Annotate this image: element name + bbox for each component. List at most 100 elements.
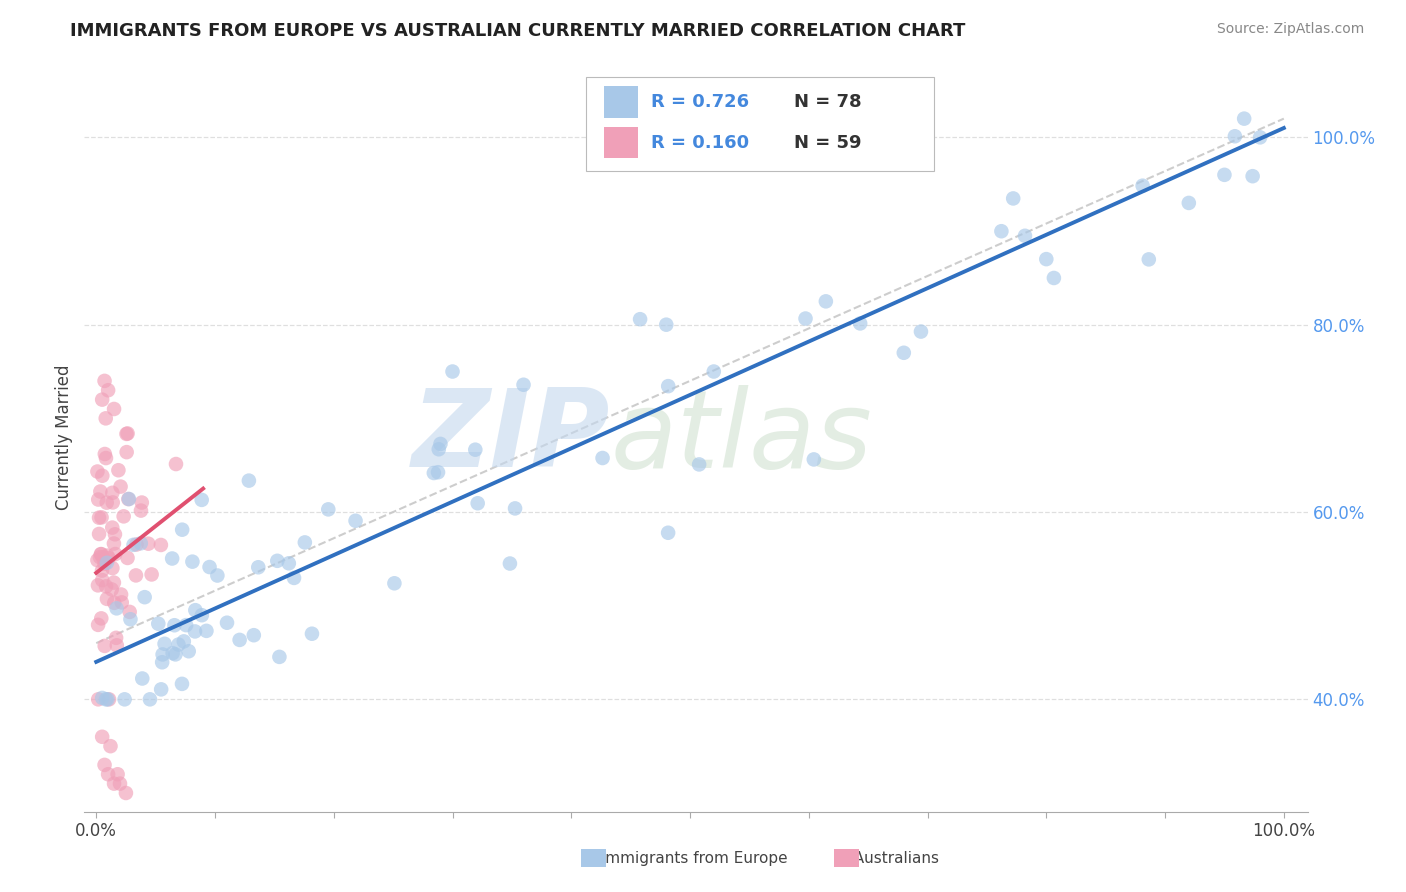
Point — [100, 582, 122, 597]
Point — [160, 551, 183, 566]
Point — [247, 560, 270, 574]
Point — [657, 379, 679, 393]
Point — [103, 536, 125, 550]
Point — [148, 616, 170, 631]
Point — [814, 294, 837, 309]
Text: IMMIGRANTS FROM EUROPE VS AUSTRALIAN CURRENTLY MARRIED CORRELATION CHART: IMMIGRANTS FROM EUROPE VS AUSTRALIAN CUR… — [70, 22, 966, 40]
Point — [91, 468, 114, 483]
Point — [153, 637, 176, 651]
Y-axis label: Currently Married: Currently Married — [55, 364, 73, 510]
Point — [94, 451, 117, 466]
Point — [91, 392, 114, 407]
Point — [165, 648, 187, 662]
Point — [87, 578, 110, 592]
Point — [1137, 252, 1160, 267]
Point — [990, 224, 1012, 238]
Point — [91, 573, 114, 587]
Point — [170, 677, 193, 691]
Point — [96, 556, 118, 570]
Point — [105, 631, 128, 645]
Point — [592, 450, 614, 465]
Point — [794, 311, 817, 326]
Point — [141, 567, 163, 582]
Point — [163, 618, 186, 632]
Point — [344, 514, 367, 528]
Point — [499, 557, 522, 571]
Point — [101, 495, 124, 509]
Point — [893, 345, 915, 359]
Point — [96, 549, 118, 563]
Point — [198, 560, 221, 574]
Point — [1132, 178, 1154, 193]
Point — [238, 474, 260, 488]
Point — [165, 457, 187, 471]
Point — [125, 568, 148, 582]
Point — [117, 491, 139, 506]
Point — [228, 632, 250, 647]
Point — [512, 377, 534, 392]
Text: ZIP: ZIP — [412, 384, 610, 490]
Point — [849, 317, 872, 331]
Point — [190, 492, 212, 507]
Point — [136, 537, 159, 551]
Point — [184, 603, 207, 617]
Text: Immigrants from Europe: Immigrants from Europe — [591, 851, 787, 865]
Point — [94, 579, 117, 593]
Text: atlas: atlas — [610, 384, 872, 490]
Point — [90, 547, 112, 561]
Point — [97, 767, 120, 781]
Point — [96, 496, 118, 510]
Text: R = 0.160: R = 0.160 — [651, 134, 749, 152]
Point — [118, 491, 141, 506]
Point — [91, 690, 114, 705]
Point — [103, 596, 125, 610]
Point — [103, 776, 125, 791]
Point — [111, 595, 134, 609]
Point — [125, 537, 148, 551]
Point — [316, 502, 339, 516]
Point — [108, 776, 131, 791]
Point — [101, 520, 124, 534]
Point — [191, 608, 214, 623]
Point — [91, 730, 114, 744]
Point — [384, 576, 406, 591]
Point — [152, 648, 174, 662]
Point — [86, 465, 108, 479]
Point — [89, 484, 111, 499]
Point — [110, 587, 132, 601]
Point — [131, 495, 153, 509]
Point — [464, 442, 486, 457]
Point — [93, 758, 115, 772]
Point — [269, 649, 291, 664]
Point — [122, 538, 145, 552]
Point — [115, 786, 138, 800]
Point — [467, 496, 489, 510]
Point — [115, 426, 138, 441]
Point — [149, 538, 172, 552]
Point — [117, 426, 139, 441]
FancyBboxPatch shape — [586, 78, 935, 171]
Point — [1178, 195, 1201, 210]
Point — [162, 646, 184, 660]
Point — [1213, 168, 1236, 182]
Point — [1043, 271, 1066, 285]
FancyBboxPatch shape — [605, 87, 638, 118]
Point — [173, 634, 195, 648]
Point — [184, 624, 207, 639]
Point — [150, 655, 173, 669]
Point — [131, 672, 153, 686]
Point — [97, 551, 120, 566]
Point — [117, 550, 139, 565]
Point — [703, 365, 725, 379]
Point — [90, 611, 112, 625]
Point — [1002, 191, 1025, 205]
Point — [93, 639, 115, 653]
Point — [91, 564, 114, 578]
Point — [657, 525, 679, 540]
Point — [110, 480, 132, 494]
Point — [129, 503, 152, 517]
Text: N = 78: N = 78 — [794, 93, 862, 112]
Point — [139, 692, 162, 706]
Point — [207, 568, 229, 582]
Text: R = 0.726: R = 0.726 — [651, 93, 749, 112]
